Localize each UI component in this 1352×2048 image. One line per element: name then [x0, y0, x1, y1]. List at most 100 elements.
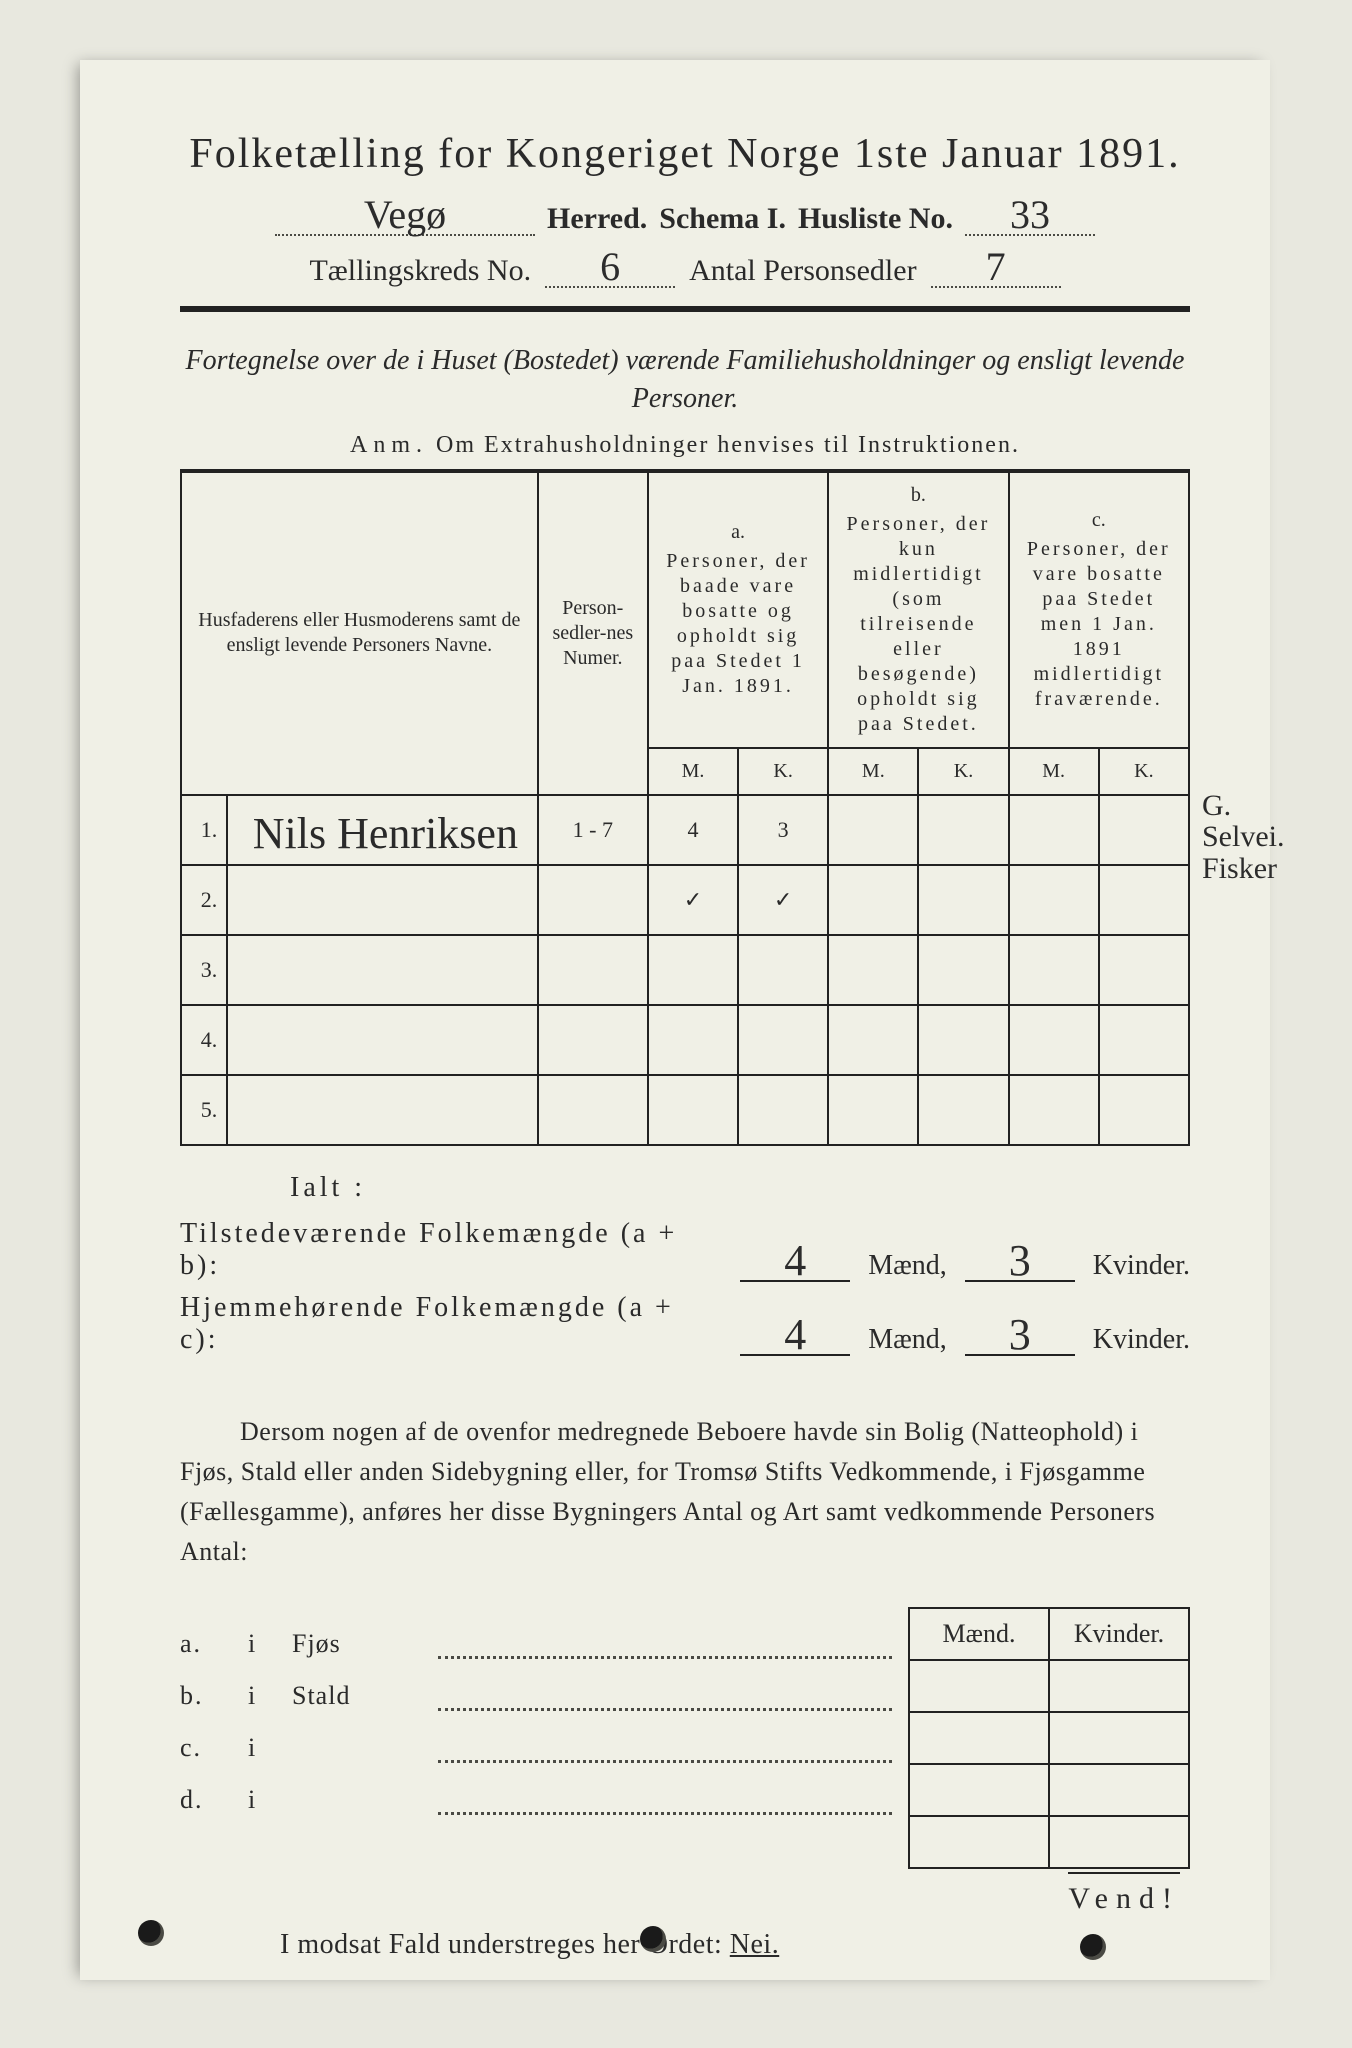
brow-letter: a. [180, 1629, 232, 1659]
herred-value: Vegø [364, 191, 446, 238]
row-b-k [918, 795, 1008, 865]
table-row: 3. [181, 935, 1189, 1005]
th-num-text: Person-sedler-nes Numer. [552, 597, 633, 669]
brow-i: i [248, 1681, 276, 1711]
th-a-k: K. [738, 748, 828, 795]
row-c-k [1099, 1005, 1189, 1075]
row-c-m [1009, 865, 1099, 935]
row-a-m [648, 1005, 738, 1075]
row-a-m [648, 935, 738, 1005]
brow-letter: d. [180, 1785, 232, 1815]
brow-name: Stald [292, 1681, 422, 1711]
brow-dots [438, 1685, 892, 1711]
punch-hole-icon [640, 1926, 666, 1952]
table-row: 5. [181, 1075, 1189, 1145]
side-building-block: a.iFjøsb.iStaldc.id.i Mænd. Kvinder. [180, 1607, 1190, 1869]
row-name [227, 1005, 538, 1075]
totals-maend-1: Mænd, [868, 1250, 947, 1282]
header-line-1: Vegø Herred. Schema I. Husliste No. 33 [180, 200, 1190, 236]
th-a-m: M. [648, 748, 738, 795]
anm-label: Anm. [350, 432, 428, 458]
personsedler-label: Antal Personsedler [689, 254, 916, 288]
totals-r1-m: 4 [784, 1235, 806, 1286]
row-name: Nils Henriksen [227, 795, 538, 865]
brow-i: i [248, 1629, 276, 1659]
schema-label: Schema I. [659, 202, 786, 236]
th-c-letter: c. [1018, 508, 1180, 533]
page-title: Folketælling for Kongeriget Norge 1ste J… [180, 130, 1190, 178]
totals-row-ab: Tilstedeværende Folkemængde (a + b): 4 M… [180, 1218, 1190, 1282]
th-a-text: Personer, der baade vare bosatte og opho… [666, 550, 810, 697]
row-number: 2. [181, 865, 227, 935]
th-a-letter: a. [657, 520, 819, 545]
mk-cell [1049, 1764, 1189, 1816]
th-c-m: M. [1009, 748, 1099, 795]
row-name [227, 935, 538, 1005]
mk-cell [909, 1816, 1049, 1868]
herred-label: Herred. [547, 202, 647, 236]
mk-cell [1049, 1816, 1189, 1868]
side-building-row: d.i [180, 1763, 892, 1815]
th-a: a. Personer, der baade vare bosatte og o… [648, 472, 828, 748]
mk-cell [909, 1764, 1049, 1816]
mk-cell [1049, 1712, 1189, 1764]
mk-cell [909, 1660, 1049, 1712]
husliste-label: Husliste No. [798, 202, 953, 236]
row-a-k [738, 935, 828, 1005]
th-c-k: K. [1099, 748, 1189, 795]
anm-text: Om Extrahusholdninger henvises til Instr… [436, 432, 1020, 458]
vend-label: Vend! [1068, 1872, 1180, 1916]
row-number: 5. [181, 1075, 227, 1145]
row-b-k [918, 1075, 1008, 1145]
personsedler-field: 7 [931, 252, 1061, 288]
mk-head-k: Kvinder. [1049, 1608, 1189, 1660]
header-line-2: Tællingskreds No. 6 Antal Personsedler 7 [180, 252, 1190, 288]
th-b-text: Personer, der kun midlertidigt (som tilr… [847, 513, 991, 735]
table-row: 4. [181, 1005, 1189, 1075]
totals-heading: Ialt : [290, 1172, 1190, 1204]
row-a-m: ✓ [648, 865, 738, 935]
totals-block: Ialt : Tilstedeværende Folkemængde (a + … [180, 1172, 1190, 1356]
row-b-k [918, 865, 1008, 935]
th-num: Person-sedler-nes Numer. [538, 472, 648, 795]
row-name [227, 1075, 538, 1145]
row-b-m [828, 865, 918, 935]
row-c-m [1009, 1005, 1099, 1075]
row-number: 3. [181, 935, 227, 1005]
totals-r2-m: 4 [784, 1309, 806, 1360]
brow-letter: b. [180, 1681, 232, 1711]
th-c-text: Personer, der vare bosatte paa Stedet me… [1027, 538, 1171, 710]
herred-field: Vegø [275, 200, 535, 236]
brow-dots [438, 1789, 892, 1815]
table-row: 1.Nils Henriksen1 - 743G. Selvei. Fisker [181, 795, 1189, 865]
row-c-k [1099, 865, 1189, 935]
totals-r2-k-slot: 3 [965, 1316, 1075, 1356]
row-b-m [828, 935, 918, 1005]
row-b-m [828, 1075, 918, 1145]
brow-i: i [248, 1733, 276, 1763]
totals-r1-k-slot: 3 [965, 1242, 1075, 1282]
nei-line: I modsat Fald understreges her Ordet: Ne… [180, 1929, 1190, 1961]
row-number: 1. [181, 795, 227, 865]
brow-name: Fjøs [292, 1629, 422, 1659]
anm-line: Anm. Om Extrahusholdninger henvises til … [180, 432, 1190, 459]
side-building-row: a. i Fjøs [180, 1607, 892, 1659]
table-row: 2.✓✓ [181, 865, 1189, 935]
row-c-k [1099, 935, 1189, 1005]
side-building-list: a.iFjøsb.iStaldc.id.i [180, 1607, 908, 1869]
totals-r1-m-slot: 4 [740, 1242, 850, 1282]
nei-word: Nei. [730, 1929, 779, 1960]
totals-row1-label: Tilstedeværende Folkemængde (a + b): [180, 1218, 722, 1282]
row-b-k [918, 935, 1008, 1005]
row-personsedler-num [538, 1075, 648, 1145]
form-subtitle: Fortegnelse over de i Huset (Bostedet) v… [180, 342, 1190, 418]
husliste-value: 33 [1010, 191, 1050, 238]
row-c-m [1009, 795, 1099, 865]
row-c-m [1009, 1075, 1099, 1145]
row-c-m [1009, 935, 1099, 1005]
row-a-k [738, 1075, 828, 1145]
row-b-m [828, 795, 918, 865]
th-b-m: M. [828, 748, 918, 795]
totals-kvinder-2: Kvinder. [1093, 1324, 1190, 1356]
husliste-field: 33 [965, 200, 1095, 236]
